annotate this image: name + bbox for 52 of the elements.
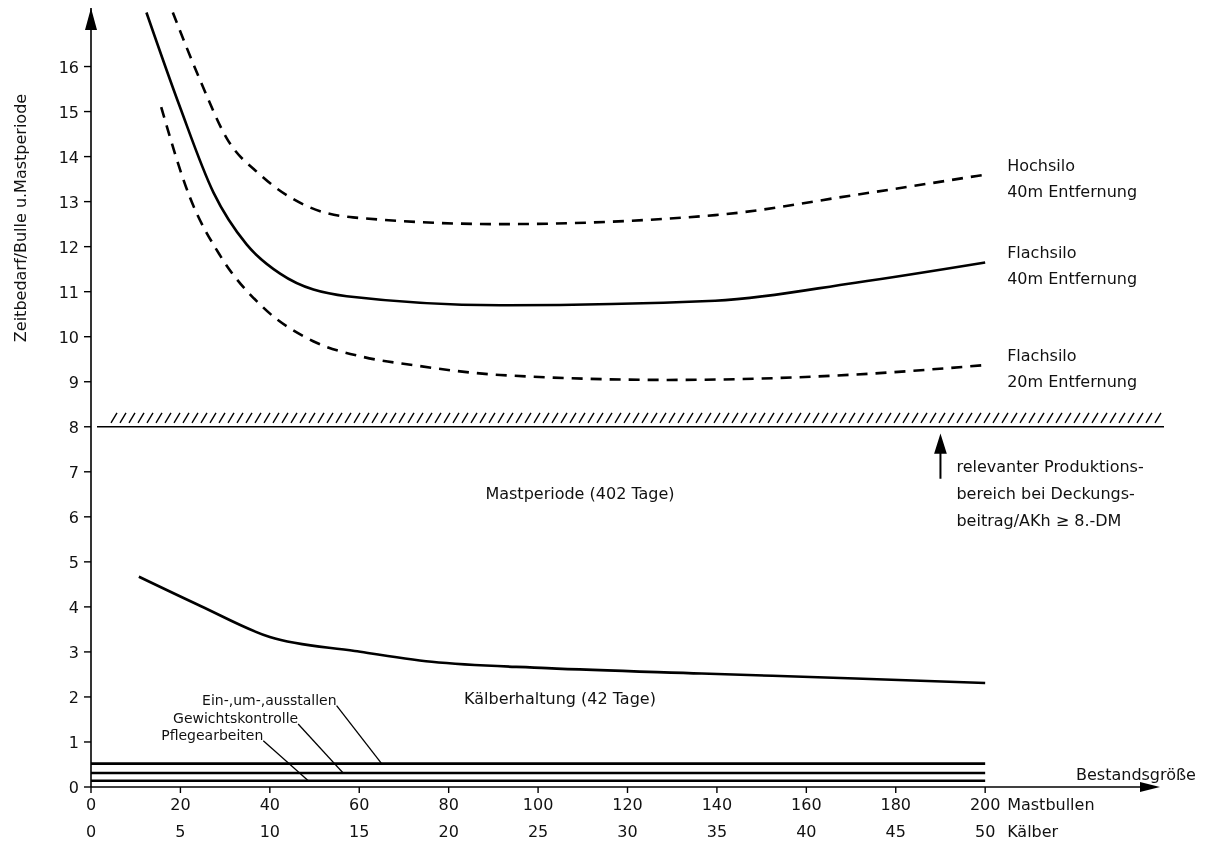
y-tick-label: 7 — [68, 462, 79, 482]
y-tick-label: 15 — [58, 102, 79, 122]
annotation: Bestandsgröße — [1076, 765, 1196, 784]
y-tick-label: 4 — [68, 597, 79, 617]
annotation: Gewichtskontrolle — [173, 710, 299, 727]
y-tick-label: 8 — [68, 417, 79, 437]
y-tick-label: 1 — [68, 732, 79, 752]
y-tick-label: 10 — [58, 327, 79, 347]
annotation: Kälberhaltung (42 Tage) — [464, 689, 656, 708]
x2-tick-label: 40 — [796, 822, 817, 841]
x-tick-label: 20 — [170, 795, 191, 814]
y-tick-label: 16 — [58, 57, 79, 77]
x2-tick-label: 30 — [617, 822, 638, 841]
y-tick-label: 12 — [58, 237, 79, 257]
series-label: Flachsilo 20m Entfernung — [1007, 346, 1138, 392]
y-tick-label: 0 — [68, 778, 79, 797]
x-axis-title: Mastbullen — [1007, 795, 1095, 814]
x2-tick-label: 20 — [438, 822, 459, 841]
x-tick-label: 40 — [259, 795, 281, 814]
y-tick-label: 6 — [68, 507, 79, 527]
y-tick-label: 13 — [58, 192, 79, 212]
x2-tick-label: 0 — [85, 822, 97, 841]
x2-tick-label: 45 — [885, 822, 906, 841]
x-tick-label: 140 — [701, 795, 733, 814]
x-tick-label: 100 — [522, 795, 554, 814]
y-tick-label: 14 — [58, 147, 79, 167]
annotation: relevanter Produktions- bereich bei Deckungs- beitrag/AKh ≥ 8.-DM — [956, 456, 1144, 530]
x-tick-label: 120 — [612, 795, 643, 814]
x-tick-label: 160 — [791, 795, 822, 814]
x-tick-label: 180 — [880, 795, 912, 814]
y-tick-label: 11 — [58, 282, 79, 302]
x2-tick-label: 15 — [349, 822, 370, 841]
annotation: Mastperiode (402 Tage) — [485, 484, 675, 503]
x-tick-label: 60 — [349, 795, 370, 814]
y-axis-title: Zeitbedarf/Bulle u.Mastperiode — [11, 93, 30, 343]
series-label: Flachsilo 40m Entfernung — [1007, 243, 1138, 289]
series-label: Hochsilo 40m Entfernung — [1007, 155, 1138, 201]
y-tick-label: 3 — [68, 642, 79, 662]
annotation: Ein-,um-,ausstallen — [202, 691, 337, 708]
x2-tick-label: 35 — [706, 822, 728, 841]
y-tick-label: 2 — [68, 687, 79, 707]
annotation: Pflegearbeiten — [161, 726, 264, 743]
x-tick-label: 200 — [969, 795, 1001, 814]
y-tick-label: 9 — [68, 372, 79, 392]
x-tick-label: 80 — [438, 795, 459, 814]
x2-tick-label: 5 — [175, 822, 186, 841]
x2-tick-label: 50 — [974, 822, 996, 841]
x-tick-label: 0 — [85, 795, 97, 814]
x2-tick-label: 25 — [527, 822, 549, 841]
x2-axis-title: Kälber — [1007, 822, 1059, 841]
y-tick-label: 5 — [68, 552, 79, 572]
x2-tick-label: 10 — [259, 822, 281, 841]
